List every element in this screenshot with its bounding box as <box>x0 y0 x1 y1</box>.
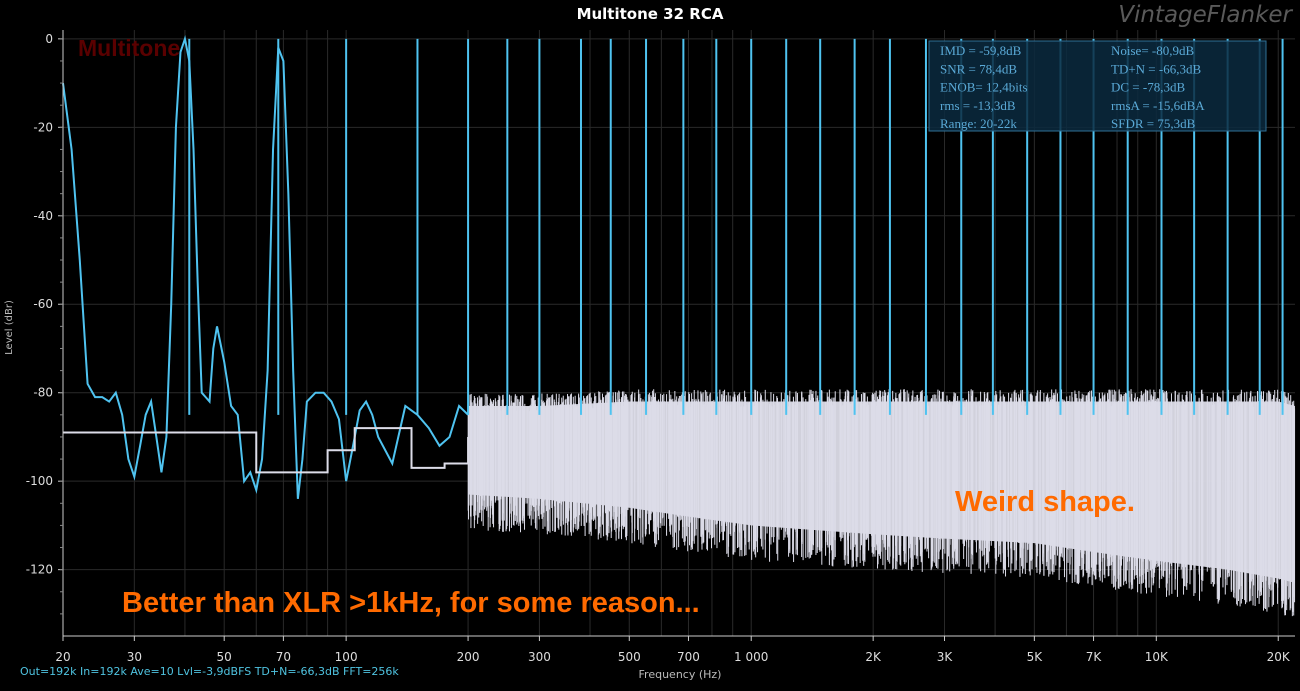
chart-title: Multitone 32 RCA <box>576 5 724 23</box>
y-tick-label: 0 <box>45 32 53 46</box>
axes: 0 -20 -40 -60 -80 -100 -120 20 30 50 70 100 200 300 50… <box>26 30 1295 664</box>
x-tick-label: 30 <box>127 650 142 664</box>
x-tick-label: 3K <box>937 650 954 664</box>
legend-series-label: Multitone <box>78 35 180 61</box>
x-axis-label: Frequency (Hz) <box>638 668 722 681</box>
x-tick-label: 300 <box>528 650 551 664</box>
x-tick-label: 5K <box>1027 650 1044 664</box>
measurement-settings: Out=192k In=192k Ave=10 Lvl=-3,9dBFS TD+… <box>20 665 399 678</box>
x-tick-label: 500 <box>618 650 641 664</box>
watermark: VintageFlanker <box>1118 2 1292 28</box>
stat-right: SFDR = 75,3dB <box>1111 116 1196 131</box>
series-multitone <box>62 34 469 499</box>
series-lines <box>62 34 470 499</box>
x-tick-label: 20 <box>55 650 70 664</box>
x-tick-label: 10K <box>1145 650 1169 664</box>
stat-right: TD+N = -66,3dB <box>1111 61 1201 76</box>
stat-left: rms = -13,3dB <box>940 98 1016 113</box>
stats-inset: IMD = -59,8dB Noise= -80,9dB SNR = 78,4dB T… <box>928 40 1267 132</box>
y-tick-label: -120 <box>26 563 53 577</box>
stat-right: rmsA = -15,6dBA <box>1111 98 1205 113</box>
stats-box <box>928 40 1267 132</box>
x-tick-label: 200 <box>457 650 480 664</box>
y-tick-label: -80 <box>33 386 53 400</box>
x-tick-label: 100 <box>335 650 358 664</box>
x-tick-label: 700 <box>677 650 700 664</box>
annotation-better-than-xlr: Better than XLR >1kHz, for some reason..… <box>122 587 700 619</box>
stat-right: DC = -78,3dB <box>1111 80 1185 95</box>
stat-left: Range: 20-22k <box>940 116 1017 131</box>
noise-band <box>467 389 1296 617</box>
x-tick-label: 70 <box>276 650 291 664</box>
stat-left: IMD = -59,8dB <box>940 43 1022 58</box>
annotation-weird-shape: Weird shape. <box>955 486 1135 518</box>
x-tick-label: 1 000 <box>734 650 768 664</box>
x-tick-label: 2K <box>865 650 882 664</box>
x-tick-label: 50 <box>217 650 232 664</box>
stat-right: Noise= -80,9dB <box>1111 43 1194 58</box>
y-tick-label: -40 <box>33 209 53 223</box>
x-tick-label: 7K <box>1086 650 1103 664</box>
series-noise-floor <box>63 427 470 474</box>
y-tick-label: -60 <box>33 297 53 311</box>
stat-left: SNR = 78,4dB <box>940 61 1017 76</box>
x-tick-label: 20K <box>1267 650 1291 664</box>
y-tick-label: -100 <box>26 474 53 488</box>
y-tick-label: -20 <box>33 120 53 134</box>
stat-left: ENOB= 12,4bits <box>940 80 1028 95</box>
